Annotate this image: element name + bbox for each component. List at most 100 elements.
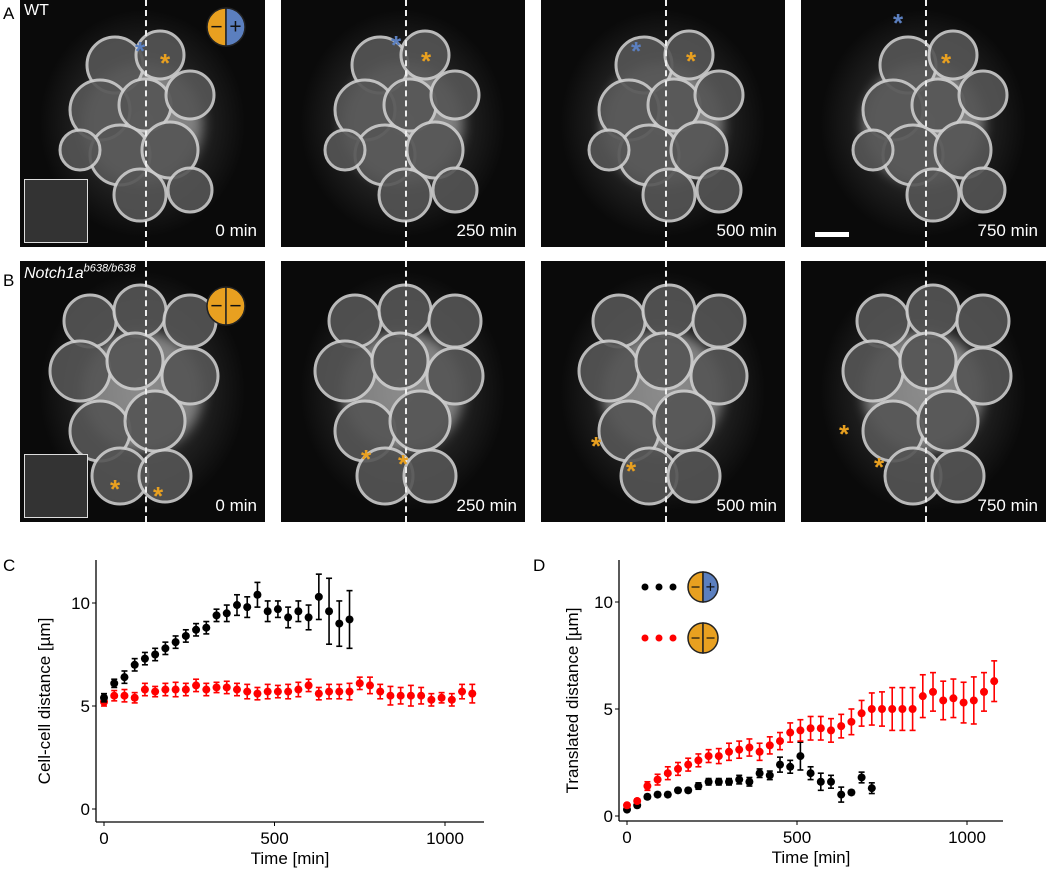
data-point — [980, 671, 988, 712]
marker — [847, 717, 856, 726]
data-point — [878, 691, 886, 727]
marker — [304, 681, 313, 690]
cell-pair-minus-minus-icon: − − — [687, 622, 719, 654]
data-point — [949, 678, 958, 719]
micrograph-wt-250min: 250 min * * — [281, 0, 525, 247]
marker — [878, 705, 886, 713]
data-point — [857, 699, 866, 727]
data-point — [130, 657, 139, 672]
micrograph-notch-500min: 500 min * * — [541, 261, 785, 522]
marker — [151, 687, 160, 696]
marker — [806, 724, 815, 733]
marker — [827, 777, 835, 786]
data-point — [284, 606, 293, 629]
marker — [232, 601, 241, 610]
chart-cell-cell-distance: 0 5 10 0 500 1000 Time [min] Cell-cell distance… — [35, 560, 484, 868]
genotype-label: WT — [24, 2, 49, 19]
data-point — [684, 757, 693, 772]
marker — [161, 644, 170, 653]
data-point — [140, 682, 149, 697]
data-point — [130, 691, 139, 704]
marker — [273, 605, 282, 614]
time-label: 500 min — [716, 221, 777, 240]
marker — [786, 728, 795, 737]
marker — [745, 743, 754, 752]
data-point — [151, 647, 160, 662]
cell-cluster-image — [560, 9, 766, 238]
marker — [725, 777, 733, 786]
data-point — [232, 593, 241, 617]
cell-cluster-image — [300, 9, 506, 238]
midline-dashed — [145, 0, 147, 247]
marker — [427, 695, 436, 704]
time-label: 750 min — [977, 496, 1038, 515]
data-point — [345, 682, 354, 701]
marker — [990, 677, 999, 686]
data-point — [827, 774, 835, 789]
marker — [684, 786, 693, 795]
marker — [181, 631, 190, 640]
marker — [653, 775, 662, 784]
data-point — [837, 713, 846, 739]
marker — [827, 726, 835, 735]
data-point — [427, 692, 436, 707]
micrograph-notch-250min: 250 min * * — [281, 261, 525, 522]
genotype-label: Notch1ab638/b638 — [24, 263, 136, 283]
marker — [140, 654, 149, 663]
data-point — [694, 753, 703, 768]
x-tick-label: 500 — [783, 828, 811, 847]
data-point — [314, 573, 323, 621]
asterisk-marker-orange: * — [110, 474, 121, 504]
asterisk-marker-orange: * — [160, 48, 171, 78]
asterisk-marker-orange: * — [839, 419, 850, 449]
data-point — [959, 681, 968, 724]
data-point — [406, 684, 415, 707]
marker — [674, 764, 682, 773]
marker — [202, 623, 211, 632]
data-point — [222, 604, 231, 623]
time-label: 0 min — [215, 496, 257, 515]
data-point — [253, 686, 262, 701]
data-point — [704, 748, 713, 764]
legend-marker — [669, 634, 677, 642]
marker — [253, 590, 262, 599]
y-tick-label: 5 — [81, 697, 90, 716]
data-point — [745, 776, 754, 787]
data-point — [181, 628, 190, 643]
time-label: 250 min — [456, 221, 517, 240]
data-point — [776, 756, 784, 773]
data-point — [386, 685, 395, 706]
midline-dashed — [405, 261, 407, 522]
data-point — [263, 683, 272, 700]
marker — [765, 771, 774, 780]
marker — [120, 673, 129, 682]
marker — [161, 685, 170, 694]
midline-dashed — [925, 0, 927, 247]
data-point — [202, 682, 211, 697]
x-tick-label: 1000 — [426, 829, 464, 848]
marker — [663, 769, 672, 778]
marker — [417, 691, 426, 700]
data-point — [355, 676, 364, 691]
marker — [735, 775, 744, 784]
marker — [776, 737, 784, 746]
marker — [806, 769, 815, 778]
data-point — [674, 786, 682, 795]
inset-overview — [24, 454, 88, 518]
marker — [980, 687, 988, 696]
cell-cluster-image — [560, 271, 766, 512]
chart-translated-distance: 0 5 10 0 500 1000 Time [min] Translated distanc… — [563, 560, 1003, 867]
data-point — [396, 686, 405, 705]
marker — [674, 786, 682, 795]
data-point — [847, 708, 856, 736]
marker — [704, 777, 713, 786]
asterisk-marker-blue: * — [631, 36, 642, 66]
x-axis-label: Time [min] — [772, 848, 851, 867]
marker — [376, 687, 385, 696]
marker — [325, 687, 334, 696]
marker — [714, 752, 723, 761]
marker — [969, 696, 978, 705]
data-point — [735, 740, 744, 760]
midline-dashed — [145, 261, 147, 522]
data-point — [110, 689, 119, 702]
